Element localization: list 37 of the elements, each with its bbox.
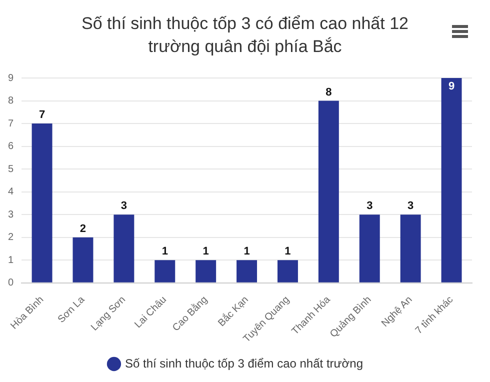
data-label: 3 bbox=[120, 200, 127, 212]
data-label: 1 bbox=[244, 246, 250, 258]
y-tick-label: 8 bbox=[8, 96, 14, 107]
data-label: 1 bbox=[162, 246, 168, 258]
bar bbox=[114, 214, 134, 282]
bar bbox=[72, 237, 94, 282]
data-label: 9 bbox=[448, 80, 455, 93]
bar bbox=[318, 100, 339, 282]
data-label: 1 bbox=[202, 246, 209, 258]
data-label: 7 bbox=[38, 109, 46, 122]
data-label: 2 bbox=[80, 222, 86, 235]
y-tick-label: 6 bbox=[8, 141, 14, 152]
data-label: 3 bbox=[408, 200, 414, 212]
bar bbox=[359, 214, 380, 282]
y-tick-label: 7 bbox=[8, 118, 14, 130]
y-tick-label: 2 bbox=[8, 232, 14, 244]
y-tick-label: 3 bbox=[8, 209, 14, 220]
bar bbox=[154, 260, 176, 282]
bar bbox=[236, 260, 258, 282]
y-tick-label: 1 bbox=[8, 254, 14, 266]
x-tick-label: Hòa Bình bbox=[8, 294, 46, 332]
data-label: 3 bbox=[366, 200, 373, 212]
data-label: 1 bbox=[284, 246, 291, 258]
x-tick-label: Sơn La bbox=[56, 294, 88, 326]
y-tick-label: 9 bbox=[8, 72, 14, 84]
bar bbox=[441, 78, 462, 282]
y-tick-label: 4 bbox=[8, 186, 14, 198]
y-tick-label: 5 bbox=[8, 164, 14, 175]
legend-label: Số thí sinh thuộc tốp 3 điểm cao nhất trường bbox=[124, 356, 364, 370]
bar bbox=[32, 124, 52, 282]
chart-title: Số thí sinh thuộc tốp 3 có điểm cao nhất 12 trường quân đội phía Bắc bbox=[80, 13, 410, 58]
bar bbox=[400, 214, 421, 282]
y-tick-label: 0 bbox=[8, 278, 14, 289]
bar bbox=[277, 260, 298, 282]
x-tick-label: Bắc Kạn bbox=[216, 294, 251, 329]
bar bbox=[196, 260, 216, 282]
data-label: 8 bbox=[326, 86, 332, 98]
